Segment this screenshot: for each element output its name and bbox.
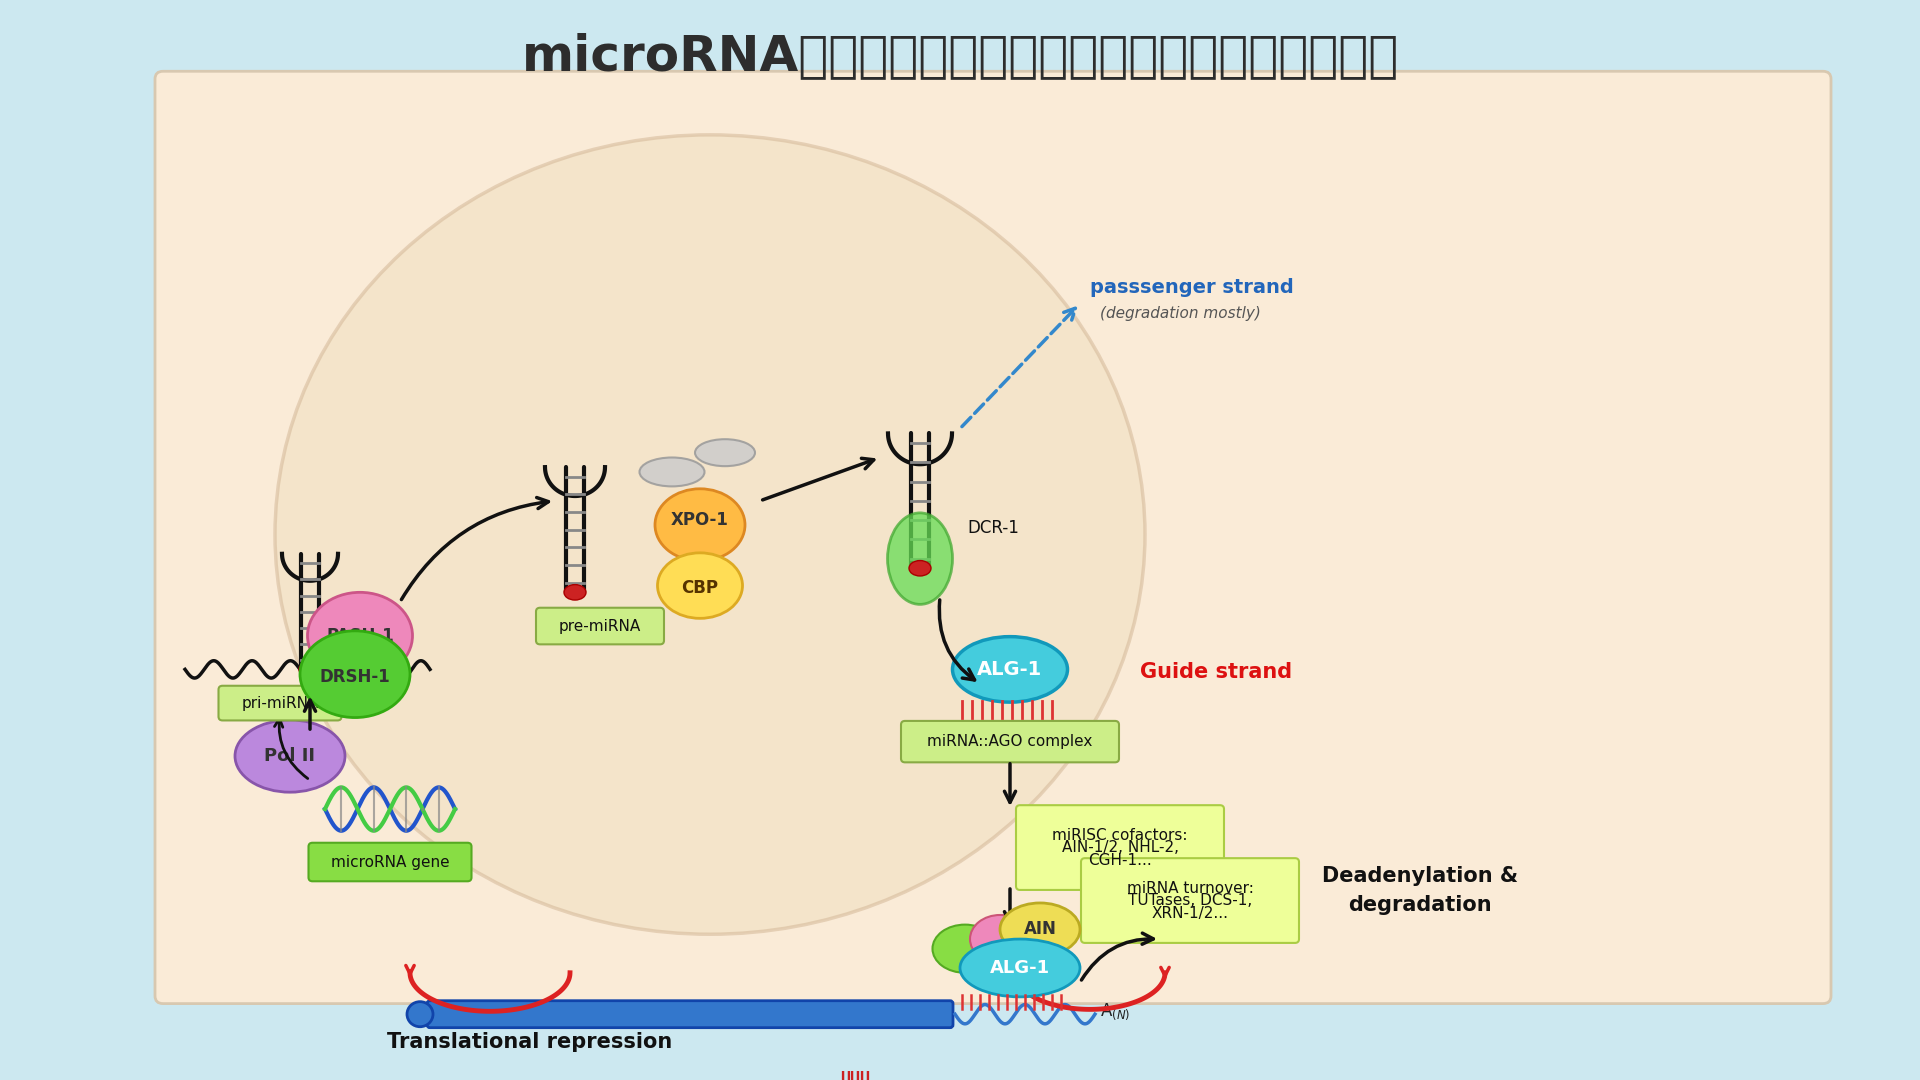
Ellipse shape [952, 636, 1068, 702]
Text: XRN-1/2...: XRN-1/2... [1152, 905, 1229, 920]
Ellipse shape [657, 553, 743, 619]
Ellipse shape [234, 720, 346, 793]
Ellipse shape [960, 940, 1079, 997]
Ellipse shape [300, 631, 411, 717]
Text: AIN-1/2, NHL-2,: AIN-1/2, NHL-2, [1062, 840, 1179, 855]
Circle shape [407, 1001, 434, 1027]
Text: AIN: AIN [1023, 920, 1056, 939]
Ellipse shape [564, 584, 586, 600]
Ellipse shape [908, 561, 931, 576]
Ellipse shape [887, 513, 952, 605]
Text: CGH-1...: CGH-1... [1089, 852, 1152, 867]
Text: miRNA::AGO complex: miRNA::AGO complex [927, 734, 1092, 750]
FancyBboxPatch shape [309, 842, 472, 881]
Text: UUU: UUU [841, 1069, 870, 1080]
FancyBboxPatch shape [156, 71, 1832, 1003]
Text: CBP: CBP [682, 580, 718, 597]
Text: Deadenylation &: Deadenylation & [1323, 866, 1519, 887]
Text: degradation: degradation [1348, 895, 1492, 916]
Ellipse shape [307, 592, 413, 679]
FancyBboxPatch shape [1016, 806, 1225, 890]
FancyBboxPatch shape [1081, 859, 1300, 943]
Ellipse shape [970, 915, 1029, 963]
Ellipse shape [655, 489, 745, 561]
Text: XPO-1: XPO-1 [672, 511, 730, 529]
Ellipse shape [1000, 903, 1079, 956]
Ellipse shape [639, 458, 705, 486]
Text: ALG-1: ALG-1 [991, 959, 1050, 977]
Text: (degradation mostly): (degradation mostly) [1100, 306, 1261, 321]
Text: PASH-1: PASH-1 [326, 626, 394, 645]
Text: passsenger strand: passsenger strand [1091, 278, 1294, 297]
FancyBboxPatch shape [536, 608, 664, 645]
Text: DRSH-1: DRSH-1 [319, 669, 390, 686]
Ellipse shape [300, 662, 321, 677]
Text: TUTases, DCS-1,: TUTases, DCS-1, [1127, 893, 1252, 908]
Text: miRISC cofactors:: miRISC cofactors: [1052, 827, 1188, 842]
Ellipse shape [933, 924, 998, 973]
Text: miRNA turnover:: miRNA turnover: [1127, 880, 1254, 895]
Text: DCR-1: DCR-1 [968, 518, 1020, 537]
Text: microRNA在转录后水平调控基因表达和多个生物学过程: microRNA在转录后水平调控基因表达和多个生物学过程 [522, 32, 1398, 80]
Text: ALG-1: ALG-1 [977, 660, 1043, 679]
Ellipse shape [695, 440, 755, 467]
Text: Guide strand: Guide strand [1140, 662, 1292, 683]
FancyBboxPatch shape [426, 1001, 952, 1028]
Text: A$_{(N)}$: A$_{(N)}$ [1100, 1001, 1131, 1022]
Text: pri-miRNA: pri-miRNA [242, 696, 319, 711]
Text: pre-miRNA: pre-miRNA [559, 619, 641, 634]
FancyBboxPatch shape [900, 721, 1119, 762]
Text: Translational repression: Translational repression [388, 1032, 672, 1052]
Text: microRNA gene: microRNA gene [330, 854, 449, 869]
FancyBboxPatch shape [219, 686, 342, 720]
Text: Pol II: Pol II [265, 747, 315, 765]
Ellipse shape [275, 135, 1144, 934]
